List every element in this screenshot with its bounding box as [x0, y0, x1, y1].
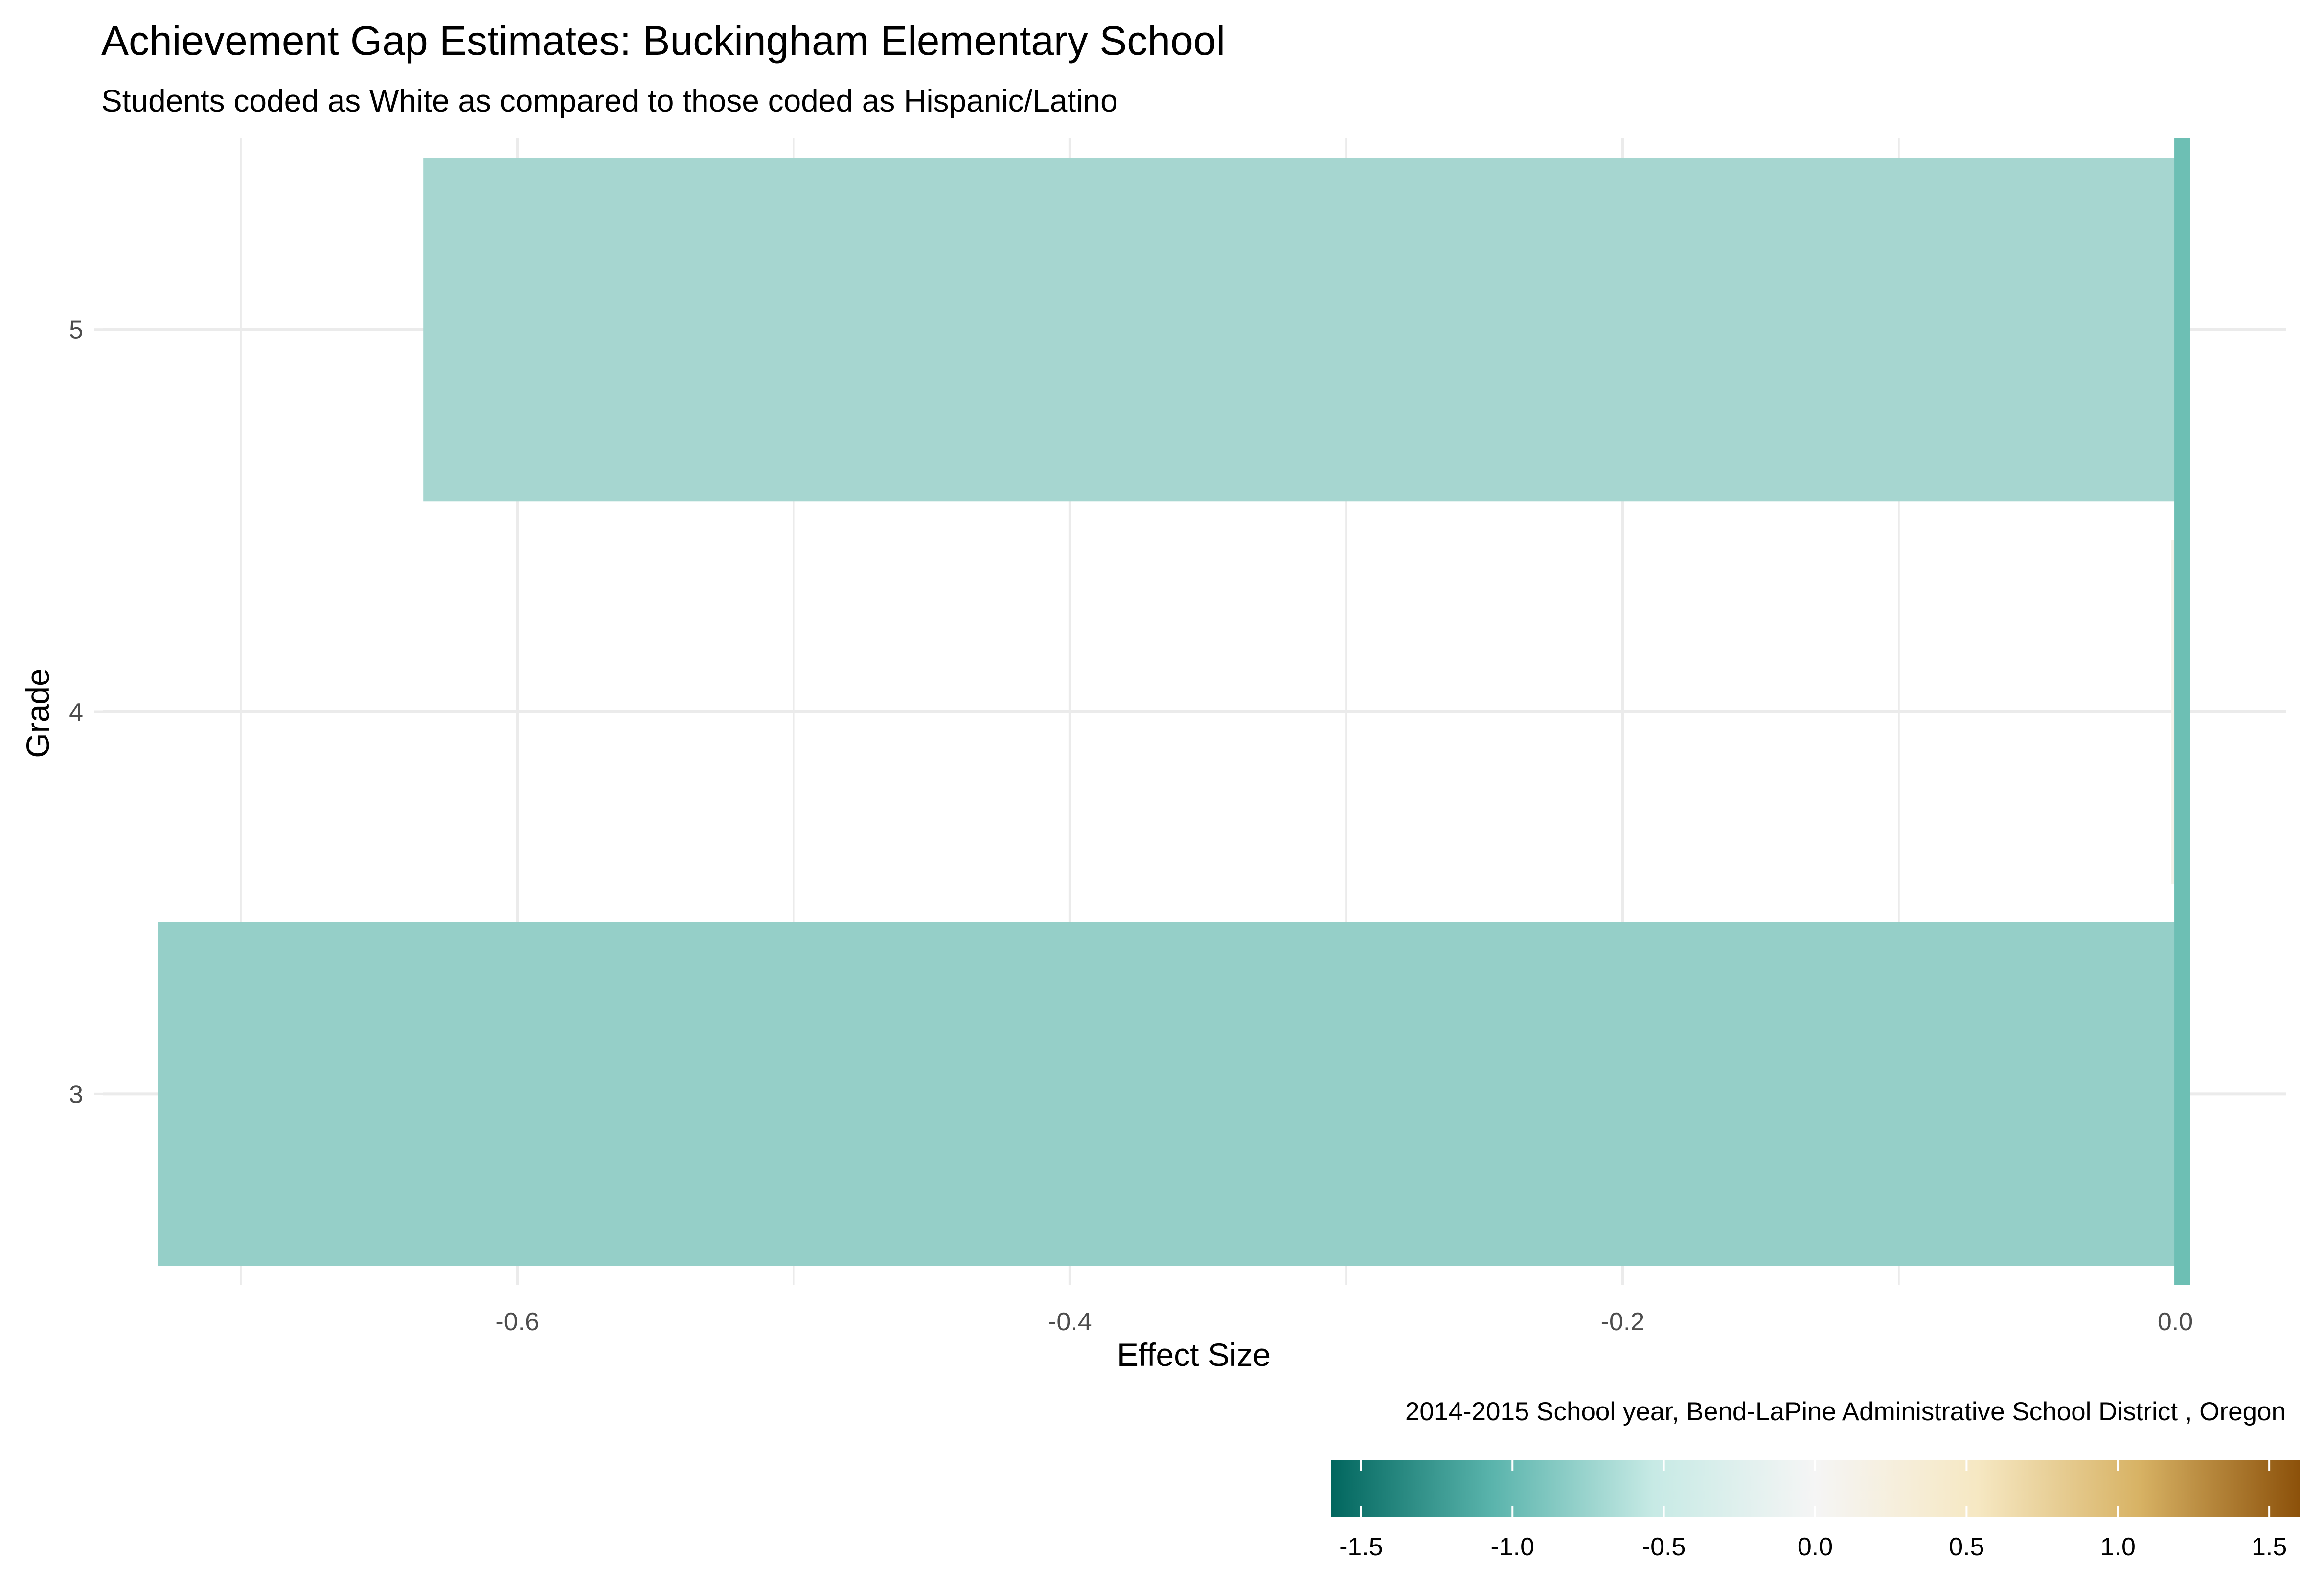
- colorbar-tick-label: -0.5: [1642, 1533, 1686, 1561]
- y-tick-label: 4: [69, 698, 83, 727]
- bar-grade-5: [423, 158, 2176, 502]
- colorbar-tick-label: 1.5: [2252, 1533, 2287, 1561]
- colorbar-tick-label: -1.5: [1339, 1533, 1383, 1561]
- y-axis-ticks: 3 4 5: [69, 316, 103, 1109]
- x-tick-label: 0.0: [2158, 1308, 2193, 1336]
- colorbar-tick-label: 1.0: [2100, 1533, 2136, 1561]
- colorbar-tick-label: -1.0: [1490, 1533, 1534, 1561]
- colorbar-tick-label: 0.5: [1949, 1533, 1984, 1561]
- x-tick-label: -0.6: [495, 1308, 539, 1336]
- chart-subtitle: Students coded as White as compared to t…: [101, 83, 1118, 118]
- x-axis-label: Effect Size: [1117, 1337, 1271, 1373]
- zero-reference-line: [2174, 138, 2190, 1285]
- bar-grade-4: [2171, 540, 2176, 884]
- x-axis-ticks: -0.6 -0.4 -0.2 0.0: [495, 1308, 2193, 1336]
- x-tick-label: -0.4: [1048, 1308, 1092, 1336]
- y-axis-label: Grade: [20, 668, 56, 758]
- y-tick-label: 5: [69, 316, 83, 344]
- colorbar-tick-label: 0.0: [1798, 1533, 1833, 1561]
- bars: [158, 138, 2190, 1285]
- chart-caption: 2014-2015 School year, Bend-LaPine Admin…: [1405, 1397, 2286, 1426]
- y-tick-label: 3: [69, 1080, 83, 1109]
- chart-title: Achievement Gap Estimates: Buckingham El…: [101, 18, 1225, 64]
- bar-grade-3: [158, 922, 2176, 1266]
- colorbar-legend: -1.5 -1.0 -0.5 0.0 0.5 1.0 1.5: [1331, 1460, 2300, 1561]
- x-tick-label: -0.2: [1601, 1308, 1645, 1336]
